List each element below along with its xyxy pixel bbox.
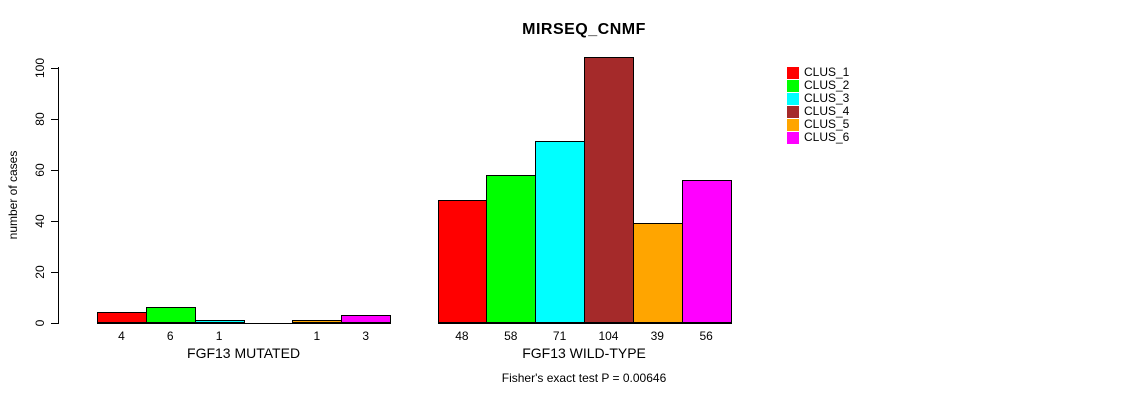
y-axis-title: number of cases <box>6 150 20 240</box>
bar-clus_5 <box>292 319 343 324</box>
legend-item: CLUS_1 <box>787 66 849 79</box>
y-tick-label: 80 <box>33 111 47 126</box>
bar-clus_3 <box>194 319 245 324</box>
bar-value-label: 39 <box>650 329 664 343</box>
bar-value-label: 56 <box>699 329 713 343</box>
y-tick <box>51 67 58 69</box>
legend-label: CLUS_3 <box>804 91 850 105</box>
legend-swatch-icon <box>787 79 799 92</box>
legend-label: CLUS_2 <box>804 78 850 92</box>
y-tick <box>51 118 58 120</box>
bar-value-label: 71 <box>552 329 567 343</box>
bar-clus_2 <box>145 307 196 324</box>
bar-value-label: 4 <box>118 329 125 343</box>
bar-clus_5 <box>632 223 683 324</box>
legend-swatch-icon <box>787 131 799 144</box>
legend-swatch-icon <box>787 105 799 118</box>
bar-value-label: 3 <box>362 329 370 343</box>
bar-value-label: 58 <box>504 329 518 343</box>
chart-title: MIRSEQ_CNMF <box>522 21 646 38</box>
bar-clus_6 <box>681 179 732 324</box>
bar-clus_2 <box>486 174 537 324</box>
y-tick-label: 20 <box>33 264 47 279</box>
y-tick <box>51 169 58 171</box>
bar-clus_3 <box>535 141 586 324</box>
legend-item: CLUS_2 <box>787 79 849 92</box>
y-tick-label: 0 <box>33 319 47 326</box>
bar-value-label: 1 <box>215 329 223 343</box>
y-axis-line <box>58 67 59 324</box>
y-tick-label: 60 <box>33 162 47 177</box>
x-axis-group-label: FGF13 MUTATED <box>187 345 301 361</box>
bar-value-label: 1 <box>313 329 321 343</box>
x-axis-group-label: FGF13 WILD-TYPE <box>522 345 646 361</box>
legend-item: CLUS_6 <box>787 131 849 144</box>
bar-clus_4 <box>584 57 634 324</box>
legend-label: CLUS_5 <box>804 117 850 131</box>
bar-clus_1 <box>437 200 488 324</box>
y-tick <box>51 322 58 324</box>
y-tick-label: 100 <box>33 57 47 78</box>
y-tick <box>51 220 58 222</box>
footnote: Fisher's exact test P = 0.00646 <box>501 371 667 385</box>
legend-label: CLUS_1 <box>804 65 850 79</box>
bar-clus_1 <box>97 312 147 324</box>
y-tick <box>51 271 58 273</box>
legend-swatch-icon <box>787 66 799 79</box>
bar-value-label: 6 <box>166 329 174 343</box>
bar-value-label: 104 <box>598 329 619 343</box>
legend-item: CLUS_4 <box>787 105 849 118</box>
legend-label: CLUS_6 <box>804 130 850 144</box>
y-tick-label: 40 <box>33 213 47 228</box>
bar-clus_6 <box>341 314 392 324</box>
legend-label: CLUS_4 <box>804 104 850 118</box>
bar-value-label: 48 <box>455 329 469 343</box>
legend-item: CLUS_5 <box>787 118 849 131</box>
legend-swatch-icon <box>787 92 799 105</box>
legend-item: CLUS_3 <box>787 92 849 105</box>
legend-swatch-icon <box>787 118 799 131</box>
